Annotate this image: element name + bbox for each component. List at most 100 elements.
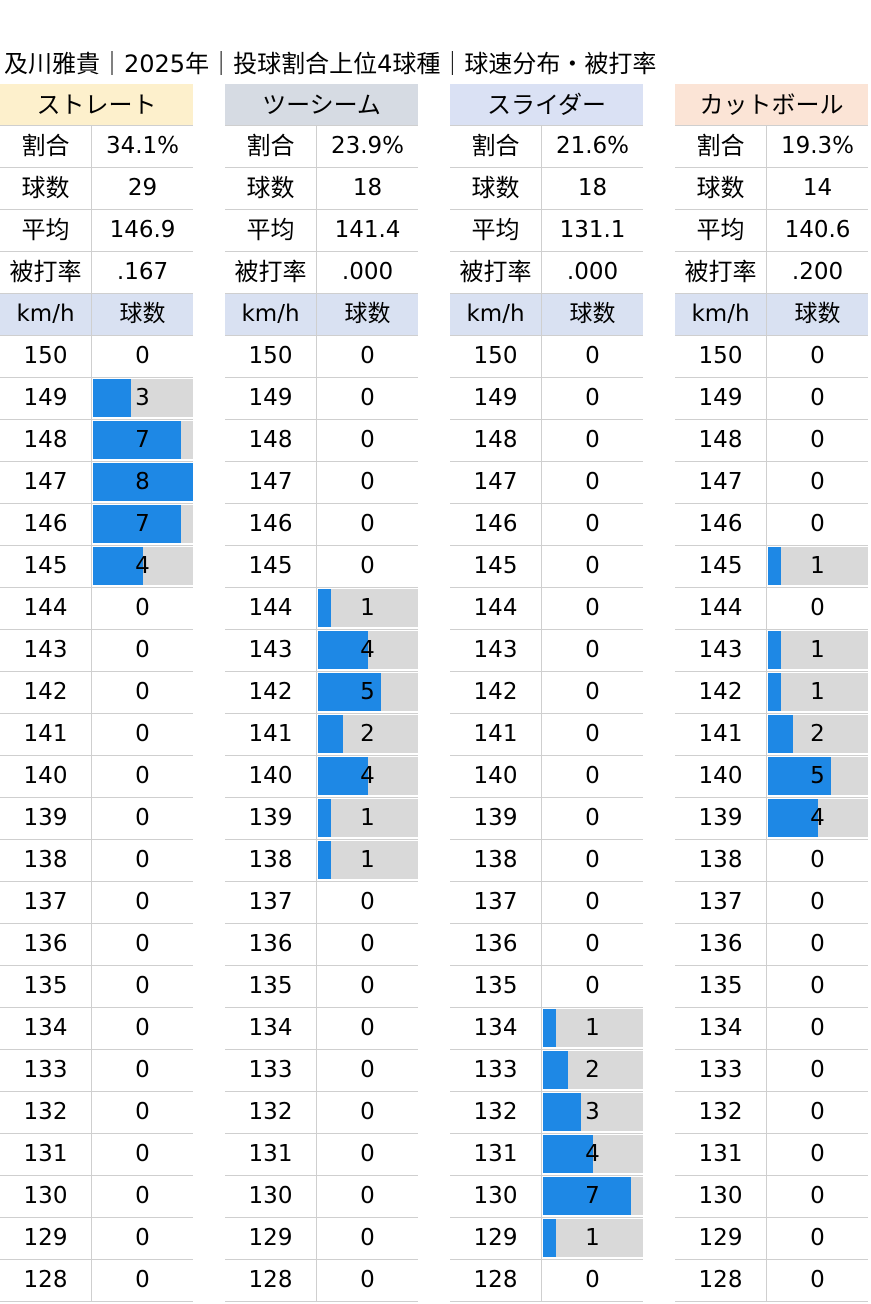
speed-row: 136 0 — [225, 924, 418, 966]
bar-value-label: 2 — [360, 721, 375, 747]
speed-bar — [543, 1177, 631, 1215]
speed-tick-label: 149 — [675, 378, 767, 419]
pitch-count-value: 0 — [135, 721, 150, 747]
speed-row: 130 7 — [450, 1176, 643, 1218]
stat-value: 141.4 — [334, 217, 401, 243]
speed-row: 131 0 — [675, 1134, 868, 1176]
speed-row: 139 1 — [225, 798, 418, 840]
speed-bar — [93, 379, 131, 417]
pitch-count-value: 0 — [135, 805, 150, 831]
speed-tick-label: 143 — [225, 630, 317, 671]
pitch-count-value: 0 — [360, 1099, 375, 1125]
bar-background — [318, 589, 418, 627]
table-header: km/h 球数 — [0, 294, 193, 336]
stat-label: 割合 — [0, 126, 92, 167]
speed-tick-label: 142 — [225, 672, 317, 713]
speed-tick-label: 134 — [675, 1008, 767, 1049]
speed-row: 132 0 — [0, 1092, 193, 1134]
pitch-count-value: 0 — [585, 805, 600, 831]
stat-value: 34.1% — [105, 133, 180, 159]
pitch-count-value: 0 — [360, 973, 375, 999]
stat-value: 146.9 — [109, 217, 176, 243]
speed-row: 144 0 — [450, 588, 643, 630]
pitch-count-value: 0 — [135, 637, 150, 663]
speed-row: 128 0 — [0, 1260, 193, 1302]
speed-row: 135 0 — [225, 966, 418, 1008]
speed-row: 150 0 — [0, 336, 193, 378]
stat-label: 被打率 — [675, 252, 767, 293]
speed-row: 144 0 — [0, 588, 193, 630]
speed-tick-label: 147 — [225, 462, 317, 503]
speed-row: 136 0 — [0, 924, 193, 966]
stat-row-average: 平均 140.6 — [675, 210, 868, 252]
stat-value: 131.1 — [559, 217, 626, 243]
speed-tick-label: 148 — [675, 420, 767, 461]
pitch-count-value: 0 — [585, 595, 600, 621]
pitch-count-value: 0 — [585, 343, 600, 369]
speed-row: 128 0 — [225, 1260, 418, 1302]
pitch-count-value: 0 — [810, 1099, 825, 1125]
speed-row: 143 0 — [0, 630, 193, 672]
stat-label: 平均 — [225, 210, 317, 251]
speed-tick-label: 143 — [450, 630, 542, 671]
speed-tick-label: 141 — [675, 714, 767, 755]
speed-bar — [768, 715, 793, 753]
speed-bar — [318, 757, 368, 795]
stat-row-batting-average: 被打率 .000 — [450, 252, 643, 294]
speed-row: 135 0 — [450, 966, 643, 1008]
pitch-count-value: 0 — [135, 343, 150, 369]
pitch-type-name: スライダー — [450, 84, 643, 126]
speed-tick-label: 142 — [450, 672, 542, 713]
speed-tick-label: 149 — [225, 378, 317, 419]
speed-row: 129 0 — [675, 1218, 868, 1260]
stat-label: 球数 — [450, 168, 542, 209]
bar-background — [768, 631, 868, 669]
speed-tick-label: 141 — [450, 714, 542, 755]
speed-bar — [318, 799, 331, 837]
speed-tick-label: 144 — [0, 588, 92, 629]
pitch-count-value: 0 — [135, 847, 150, 873]
pitch-count-value: 0 — [360, 385, 375, 411]
speed-row: 141 2 — [675, 714, 868, 756]
pitch-count-value: 0 — [135, 1267, 150, 1293]
bar-value-label: 1 — [360, 595, 375, 621]
speed-row: 134 0 — [225, 1008, 418, 1050]
bar-background — [543, 1009, 643, 1047]
stat-label: 被打率 — [225, 252, 317, 293]
bar-value-label: 3 — [585, 1099, 600, 1125]
speed-row: 134 0 — [675, 1008, 868, 1050]
stat-label: 割合 — [675, 126, 767, 167]
pitch-count-value: 0 — [135, 1015, 150, 1041]
bar-value-label: 4 — [585, 1141, 600, 1167]
pitch-count-value: 0 — [585, 1267, 600, 1293]
pitch-panel: スライダー 割合 21.6% 球数 18 平均 131.1 被打率 .000 km/h 球数 150 0… — [450, 84, 643, 1302]
speed-row: 145 0 — [450, 546, 643, 588]
speed-row: 131 0 — [0, 1134, 193, 1176]
stat-row-count: 球数 18 — [225, 168, 418, 210]
pitch-count-value: 0 — [810, 595, 825, 621]
bar-value-label: 5 — [360, 679, 375, 705]
pitch-count-value: 0 — [810, 1057, 825, 1083]
stat-label: 被打率 — [450, 252, 542, 293]
speed-row: 143 0 — [450, 630, 643, 672]
speed-row: 148 0 — [450, 420, 643, 462]
bar-value-label: 2 — [585, 1057, 600, 1083]
bar-value-label: 1 — [585, 1225, 600, 1251]
pitch-count-value: 0 — [135, 595, 150, 621]
speed-row: 130 0 — [0, 1176, 193, 1218]
speed-row: 148 0 — [225, 420, 418, 462]
pitch-count-value: 0 — [585, 973, 600, 999]
stat-row-count: 球数 29 — [0, 168, 193, 210]
speed-tick-label: 150 — [0, 336, 92, 377]
stat-label: 球数 — [675, 168, 767, 209]
speed-row: 131 0 — [225, 1134, 418, 1176]
speed-column-header: km/h — [450, 294, 542, 335]
speed-tick-label: 145 — [675, 546, 767, 587]
pitch-count-value: 0 — [135, 679, 150, 705]
speed-bar — [318, 715, 343, 753]
speed-bar — [318, 631, 368, 669]
speed-tick-label: 147 — [675, 462, 767, 503]
pitch-count-value: 0 — [810, 1141, 825, 1167]
stat-row-batting-average: 被打率 .000 — [225, 252, 418, 294]
speed-tick-label: 142 — [0, 672, 92, 713]
